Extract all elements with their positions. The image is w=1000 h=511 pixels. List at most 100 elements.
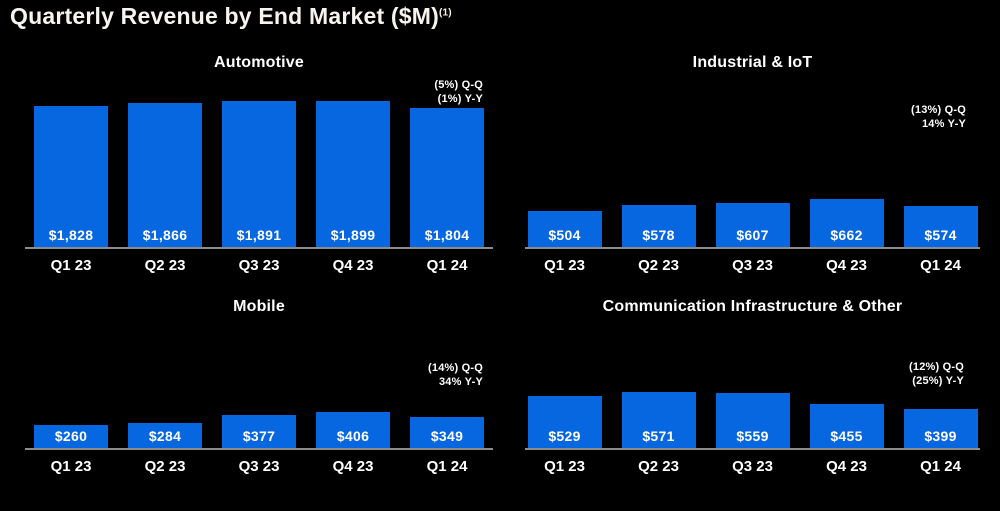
x-axis-label-q1-23: Q1 23 bbox=[544, 257, 585, 274]
x-axis-line bbox=[25, 448, 493, 450]
bar-q4-23: $455 bbox=[809, 404, 884, 449]
bar-q1-24: $349 bbox=[410, 417, 484, 449]
page-title-text: Quarterly Revenue by End Market ($M) bbox=[10, 3, 439, 29]
bar-slot-q1-24: $349 bbox=[410, 417, 484, 449]
bar-value-label: $377 bbox=[242, 428, 276, 444]
x-axis-label-q2-23: Q2 23 bbox=[144, 257, 186, 274]
bar-q1-24: $574 bbox=[903, 206, 978, 248]
bar-value-label: $349 bbox=[430, 428, 464, 444]
chart-title: Communication Infrastructure & Other bbox=[602, 298, 903, 315]
x-axis-labels: Q1 23 Q2 23 Q3 23 Q4 23 Q1 24 bbox=[25, 257, 493, 274]
bar-q4-23: $406 bbox=[316, 412, 390, 449]
chart-title: Mobile bbox=[233, 298, 285, 315]
bar-value-label: $399 bbox=[924, 428, 957, 444]
bar-value-label: $455 bbox=[830, 428, 863, 444]
bar-q3-23: $607 bbox=[715, 203, 790, 248]
x-axis-label-q1-24: Q1 24 bbox=[920, 257, 961, 274]
bar-slot-q1-24: $1,804 bbox=[410, 108, 484, 248]
bar-slot-q3-23: $1,891 bbox=[222, 101, 296, 248]
qoq-yoy-annotation: (12%) Q-Q (25%) Y-Y bbox=[909, 361, 964, 389]
bar-slot-q2-23: $571 bbox=[621, 392, 696, 449]
page-title: Quarterly Revenue by End Market ($M)(1) bbox=[10, 3, 452, 30]
bar-q1-23: $529 bbox=[527, 396, 602, 449]
bar-q2-23: $284 bbox=[128, 423, 202, 449]
x-axis-labels: Q1 23 Q2 23 Q3 23 Q4 23 Q1 24 bbox=[25, 458, 493, 475]
plot-area: $260 $284 $377 $406 $349 bbox=[25, 290, 493, 450]
x-axis-line bbox=[525, 247, 980, 249]
bar-slot-q3-23: $607 bbox=[715, 203, 790, 248]
qoq-change: (14%) Q-Q bbox=[428, 362, 483, 374]
qoq-yoy-annotation: (5%) Q-Q (1%) Y-Y bbox=[434, 79, 483, 107]
bar-slot-q4-23: $455 bbox=[809, 404, 884, 449]
qoq-yoy-annotation: (13%) Q-Q 14% Y-Y bbox=[911, 104, 966, 132]
bar-q2-23: $578 bbox=[621, 205, 696, 248]
bar-value-label: $1,828 bbox=[48, 227, 94, 243]
bar-slot-q2-23: $284 bbox=[128, 423, 202, 449]
x-axis-label-q3-23: Q3 23 bbox=[238, 458, 280, 475]
bar-value-label: $1,891 bbox=[236, 227, 282, 243]
chart-title: Automotive bbox=[214, 54, 304, 71]
bar-q4-23: $662 bbox=[809, 199, 884, 248]
bar-q3-23: $559 bbox=[715, 393, 790, 449]
chart-panel-automotive: Automotive (5%) Q-Q (1%) Y-Y $1,828 $1,86… bbox=[25, 46, 493, 276]
x-axis-label-q2-23: Q2 23 bbox=[144, 458, 186, 475]
bar-value-label: $607 bbox=[736, 227, 769, 243]
x-axis-label-q3-23: Q3 23 bbox=[238, 257, 280, 274]
bar-slot-q2-23: $578 bbox=[621, 205, 696, 248]
bar-slot-q4-23: $1,899 bbox=[316, 101, 390, 248]
bar-value-label: $260 bbox=[54, 428, 88, 444]
x-axis-label-q1-24: Q1 24 bbox=[426, 257, 468, 274]
x-axis-label-q4-23: Q4 23 bbox=[826, 458, 867, 475]
x-axis-label-q2-23: Q2 23 bbox=[638, 257, 679, 274]
x-axis-label-q1-23: Q1 23 bbox=[50, 257, 92, 274]
bar-value-label: $574 bbox=[924, 227, 957, 243]
bar-value-label: $1,804 bbox=[424, 227, 470, 243]
x-axis-label-q1-24: Q1 24 bbox=[920, 458, 961, 475]
bars-group: $1,828 $1,866 $1,891 $1,899 $1,804 bbox=[25, 101, 493, 248]
x-axis-label-q4-23: Q4 23 bbox=[332, 257, 374, 274]
x-axis-line bbox=[525, 448, 980, 450]
bar-q2-23: $1,866 bbox=[128, 103, 202, 248]
bar-value-label: $529 bbox=[548, 428, 581, 444]
bar-q1-24: $1,804 bbox=[410, 108, 484, 248]
bars-group: $260 $284 $377 $406 $349 bbox=[25, 412, 493, 449]
plot-area: $529 $571 $559 $455 $399 bbox=[525, 290, 980, 450]
bar-slot-q1-23: $529 bbox=[527, 396, 602, 449]
bar-slot-q3-23: $377 bbox=[222, 415, 296, 449]
bar-value-label: $662 bbox=[830, 227, 863, 243]
x-axis-labels: Q1 23 Q2 23 Q3 23 Q4 23 Q1 24 bbox=[525, 257, 980, 274]
bar-value-label: $406 bbox=[336, 428, 370, 444]
yoy-change: 34% Y-Y bbox=[438, 375, 483, 388]
chart-panel-comm-infra-other: Communication Infrastructure & Other (12… bbox=[525, 290, 980, 500]
plot-area: $504 $578 $607 $662 $574 bbox=[525, 46, 980, 249]
qoq-change: (12%) Q-Q bbox=[909, 361, 964, 373]
yoy-change: (25%) Y-Y bbox=[912, 374, 964, 387]
yoy-change: 14% Y-Y bbox=[921, 117, 966, 130]
bar-q1-23: $504 bbox=[527, 211, 602, 248]
bars-group: $504 $578 $607 $662 $574 bbox=[525, 199, 980, 248]
bar-value-label: $578 bbox=[642, 227, 675, 243]
x-axis-line bbox=[25, 247, 493, 249]
bar-q4-23: $1,899 bbox=[316, 101, 390, 248]
bar-q2-23: $571 bbox=[621, 392, 696, 449]
x-axis-labels: Q1 23 Q2 23 Q3 23 Q4 23 Q1 24 bbox=[525, 458, 980, 475]
bar-slot-q3-23: $559 bbox=[715, 393, 790, 449]
bar-slot-q1-23: $1,828 bbox=[34, 106, 108, 248]
x-axis-label-q1-23: Q1 23 bbox=[50, 458, 92, 475]
qoq-change: (5%) Q-Q bbox=[434, 79, 483, 91]
chart-title: Industrial & IoT bbox=[692, 54, 813, 71]
bar-slot-q1-23: $260 bbox=[34, 425, 108, 449]
bar-q3-23: $1,891 bbox=[222, 101, 296, 248]
yoy-change: (1%) Y-Y bbox=[437, 92, 483, 105]
bar-slot-q1-24: $574 bbox=[903, 206, 978, 248]
bar-value-label: $1,866 bbox=[142, 227, 188, 243]
x-axis-label-q3-23: Q3 23 bbox=[732, 257, 773, 274]
bar-value-label: $559 bbox=[736, 428, 769, 444]
bar-slot-q1-23: $504 bbox=[527, 211, 602, 248]
x-axis-label-q1-23: Q1 23 bbox=[544, 458, 585, 475]
bars-group: $529 $571 $559 $455 $399 bbox=[525, 392, 980, 449]
bar-value-label: $1,899 bbox=[330, 227, 376, 243]
plot-area: $1,828 $1,866 $1,891 $1,899 $1,804 bbox=[25, 46, 493, 249]
bar-q1-24: $399 bbox=[903, 409, 978, 449]
